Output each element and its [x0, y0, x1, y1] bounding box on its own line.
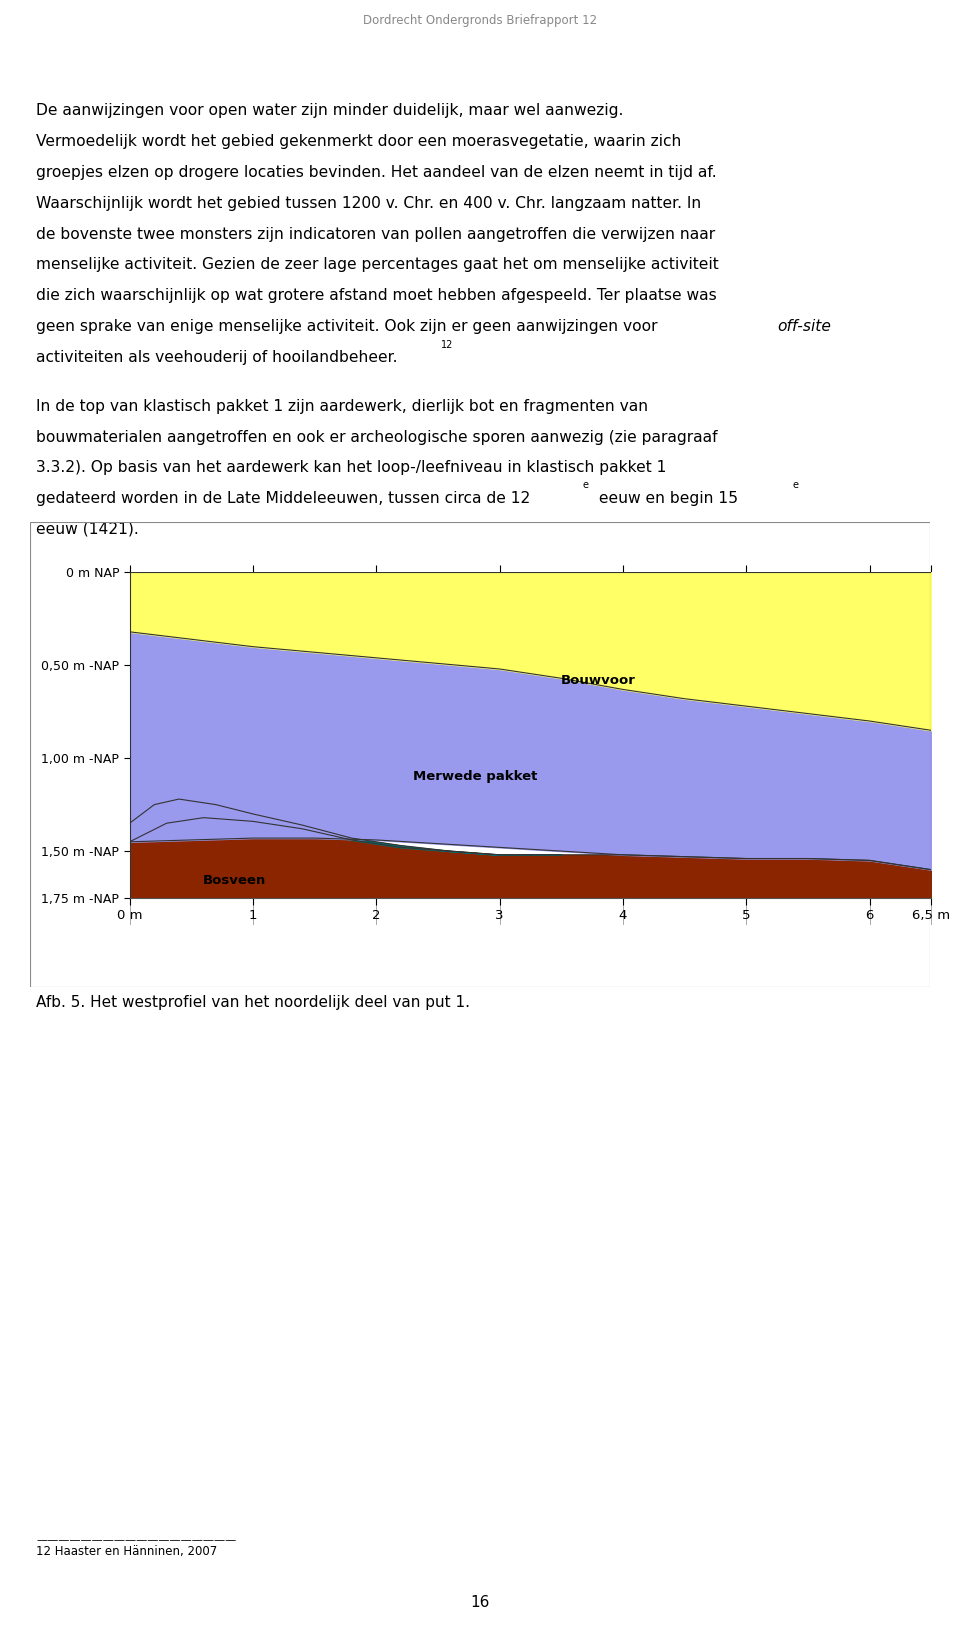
Text: activiteiten als veehouderij of hooilandbeheer.: activiteiten als veehouderij of hooiland…	[36, 350, 398, 364]
Text: die zich waarschijnlijk op wat grotere afstand moet hebben afgespeeld. Ter plaat: die zich waarschijnlijk op wat grotere a…	[36, 288, 717, 302]
Text: De aanwijzingen voor open water zijn minder duidelijk, maar wel aanwezig.: De aanwijzingen voor open water zijn min…	[36, 104, 624, 119]
Text: Bouwvoor: Bouwvoor	[561, 673, 636, 686]
Text: 12 Haaster en Hänninen, 2007: 12 Haaster en Hänninen, 2007	[36, 1545, 218, 1558]
Text: Merwede pakket: Merwede pakket	[413, 771, 537, 784]
Text: eeuw (1421).: eeuw (1421).	[36, 522, 139, 537]
Text: menselijke activiteit. Gezien de zeer lage percentages gaat het om menselijke ac: menselijke activiteit. Gezien de zeer la…	[36, 257, 719, 272]
Text: 16: 16	[470, 1595, 490, 1610]
Text: Bosveen: Bosveen	[203, 875, 266, 888]
Text: groepjes elzen op drogere locaties bevinden. Het aandeel van de elzen neemt in t: groepjes elzen op drogere locaties bevin…	[36, 164, 717, 180]
Text: 3.3.2). Op basis van het aardewerk kan het loop-/leefniveau in klastisch pakket : 3.3.2). Op basis van het aardewerk kan h…	[36, 460, 667, 475]
Text: bouwmaterialen aangetroffen en ook er archeologische sporen aanwezig (zie paragr: bouwmaterialen aangetroffen en ook er ar…	[36, 429, 718, 444]
Text: ——————————————————: ——————————————————	[36, 1535, 237, 1545]
Text: Vermoedelijk wordt het gebied gekenmerkt door een moerasvegetatie, waarin zich: Vermoedelijk wordt het gebied gekenmerkt…	[36, 135, 682, 150]
Text: gedateerd worden in de Late Middeleeuwen, tussen circa de 12: gedateerd worden in de Late Middeleeuwen…	[36, 491, 531, 506]
Text: Dordrecht Ondergronds Briefrapport 12: Dordrecht Ondergronds Briefrapport 12	[363, 13, 597, 26]
Text: geen sprake van enige menselijke activiteit. Ook zijn er geen aanwijzingen voor: geen sprake van enige menselijke activit…	[36, 319, 658, 333]
Text: de bovenste twee monsters zijn indicatoren van pollen aangetroffen die verwijzen: de bovenste twee monsters zijn indicator…	[36, 226, 715, 242]
Text: Afb. 5. Het westprofiel van het noordelijk deel van put 1.: Afb. 5. Het westprofiel van het noordeli…	[36, 995, 470, 1010]
Text: eeuw en begin 15: eeuw en begin 15	[594, 491, 738, 506]
Text: Waarschijnlijk wordt het gebied tussen 1200 v. Chr. en 400 v. Chr. langzaam natt: Waarschijnlijk wordt het gebied tussen 1…	[36, 195, 702, 211]
Text: e: e	[792, 480, 798, 489]
Text: In de top van klastisch pakket 1 zijn aardewerk, dierlijk bot en fragmenten van: In de top van klastisch pakket 1 zijn aa…	[36, 398, 649, 413]
Text: e: e	[583, 480, 588, 489]
Text: 12: 12	[442, 340, 454, 350]
Text: off-site: off-site	[777, 319, 831, 333]
